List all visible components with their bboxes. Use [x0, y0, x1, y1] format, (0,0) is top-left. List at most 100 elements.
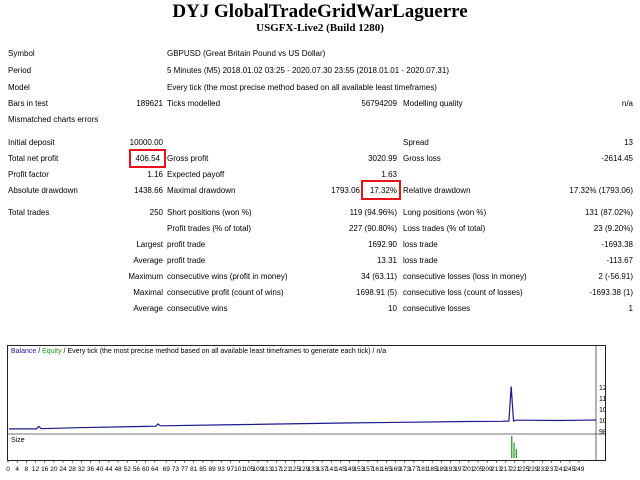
profit-trades-value: 227 (90.80%)	[348, 224, 397, 233]
x-tick-label: 121	[280, 466, 291, 473]
maximum-label: Maximum	[128, 272, 163, 281]
loss-trades-label: Loss trades (% of total)	[403, 224, 486, 233]
x-tick-label: 20	[50, 466, 58, 473]
model-value: Every tick (the most precise method base…	[167, 83, 437, 92]
maximal-cons-profit-value: 1698.91 (5)	[356, 288, 397, 297]
x-tick-label: 48	[114, 466, 122, 473]
x-tick-label: 225	[518, 466, 529, 473]
x-tick-label: 36	[87, 466, 95, 473]
abs-drawdown-value: 1438.66	[134, 186, 163, 195]
x-tick-label: 8	[25, 466, 29, 473]
expected-payoff-value: 1.63	[381, 170, 397, 179]
x-tick-label: 101	[234, 466, 245, 473]
max-cons-wins-value: 34 (63.11)	[361, 272, 397, 281]
x-tick-label: 113	[262, 466, 273, 473]
short-positions-label: Short positions (won %)	[167, 208, 252, 217]
x-tick-label: 161	[372, 466, 383, 473]
x-tick-label: 52	[124, 466, 132, 473]
period-value: 5 Minutes (M5) 2018.01.02 03:25 - 2020.0…	[167, 66, 449, 75]
x-tick-label: 249	[574, 466, 585, 473]
gross-loss-value: -2614.45	[601, 154, 633, 163]
average2-label: Average	[133, 304, 163, 313]
x-tick-label: 193	[445, 466, 456, 473]
size-bar	[513, 442, 515, 458]
x-tick-label: 221	[509, 466, 520, 473]
x-tick-label: 85	[199, 466, 207, 473]
profit-factor-label: Profit factor	[8, 170, 49, 179]
max-cons-losses-label: consecutive losses (loss in money)	[403, 272, 527, 281]
abs-drawdown-label: Absolute drawdown	[8, 186, 78, 195]
x-tick-label: 245	[564, 466, 575, 473]
gross-loss-label: Gross loss	[403, 154, 441, 163]
x-tick-label: 129	[298, 466, 309, 473]
x-tick-label: 40	[96, 466, 104, 473]
rel-drawdown-label: Relative drawdown	[403, 186, 471, 195]
x-tick-label: 205	[473, 466, 484, 473]
largest-loss-value: -1693.38	[601, 240, 633, 249]
x-tick-label: 213	[491, 466, 502, 473]
bars-value: 189621	[136, 99, 163, 108]
size-bar	[515, 449, 517, 458]
balance-plot: 12034 11500 10966 10432 9898	[8, 346, 605, 460]
profit-factor-value: 1.16	[147, 170, 163, 179]
net-profit-highlight	[129, 149, 166, 168]
x-tick-label: 73	[172, 466, 180, 473]
spread-value: 13	[624, 138, 633, 147]
rel-drawdown-value: 17.32% (1793.06)	[569, 186, 633, 195]
x-tick-label: 229	[528, 466, 539, 473]
maximal-cons-profit-label: consecutive profit (count of wins)	[167, 288, 284, 297]
long-positions-label: Long positions (won %)	[403, 208, 487, 217]
y-tick-label: 11500	[599, 396, 605, 403]
report-title: DYJ GlobalTradeGridWarLaguerre	[172, 1, 468, 22]
x-tick-label: 105	[243, 466, 254, 473]
gross-profit-label: Gross profit	[167, 154, 209, 163]
x-tick-label: 153	[353, 466, 364, 473]
average-loss-value: -113.67	[606, 256, 633, 265]
x-tick-label: 177	[408, 466, 419, 473]
x-tick-label: 4	[15, 466, 19, 473]
size-label: Size	[11, 437, 25, 444]
x-axis: 0 4 8 12 16 20 24 28 32 36 40 44 48 52 56 60 64 69 73 77 81 8…	[6, 461, 585, 473]
x-tick-label: 201	[463, 466, 474, 473]
quality-label: Modelling quality	[403, 99, 463, 108]
short-positions-value: 119 (94.96%)	[349, 208, 397, 217]
initial-deposit-label: Initial deposit	[8, 138, 55, 147]
x-tick-label: 185	[427, 466, 438, 473]
bars-label: Bars in test	[8, 99, 49, 108]
symbol-label: Symbol	[8, 49, 35, 58]
legend-separator: /	[36, 348, 43, 355]
x-tick-label: 81	[190, 466, 198, 473]
y-tick-label: 10966	[599, 407, 605, 414]
x-tick-label: 149	[344, 466, 355, 473]
period-label: Period	[8, 66, 32, 75]
maximal-cons-loss-label: consecutive loss (count of losses)	[403, 288, 523, 297]
symbol-value: GBPUSD (Great Britain Pound vs US Dollar…	[167, 49, 326, 58]
x-tick-label: 16	[41, 466, 49, 473]
avg-cons-losses-value: 1	[628, 304, 633, 313]
average-profit-value: 13.31	[376, 256, 397, 265]
maximal-label: Maximal	[133, 288, 163, 297]
x-tick-label: 64	[151, 466, 159, 473]
max-cons-losses-value: 2 (-56.91)	[598, 272, 633, 281]
x-tick-label: 189	[436, 466, 447, 473]
x-tick-label: 173	[399, 466, 410, 473]
x-tick-label: 181	[418, 466, 429, 473]
x-tick-label: 0	[6, 466, 10, 473]
model-label: Model	[8, 83, 30, 92]
initial-deposit-value: 10000.00	[129, 138, 163, 147]
max-drawdown-highlight	[361, 180, 401, 200]
y-tick-label: 10432	[599, 418, 605, 425]
x-tick-label: 44	[105, 466, 113, 473]
size-bar	[511, 436, 513, 458]
x-tick-label: 60	[142, 466, 150, 473]
x-tick-label: 137	[317, 466, 328, 473]
x-tick-label: 117	[271, 466, 282, 473]
x-tick-label: 69	[163, 466, 171, 473]
report-subtitle: USGFX-Live2 (Build 1280)	[256, 22, 384, 34]
x-tick-label: 109	[253, 466, 264, 473]
x-tick-label: 217	[500, 466, 511, 473]
loss-trades-value: 23 (9.20%)	[593, 224, 633, 233]
quality-value: n/a	[621, 99, 633, 108]
balance-chart: Balance / Equity / Every tick (the most …	[7, 345, 606, 461]
x-tick-label: 125	[289, 466, 300, 473]
